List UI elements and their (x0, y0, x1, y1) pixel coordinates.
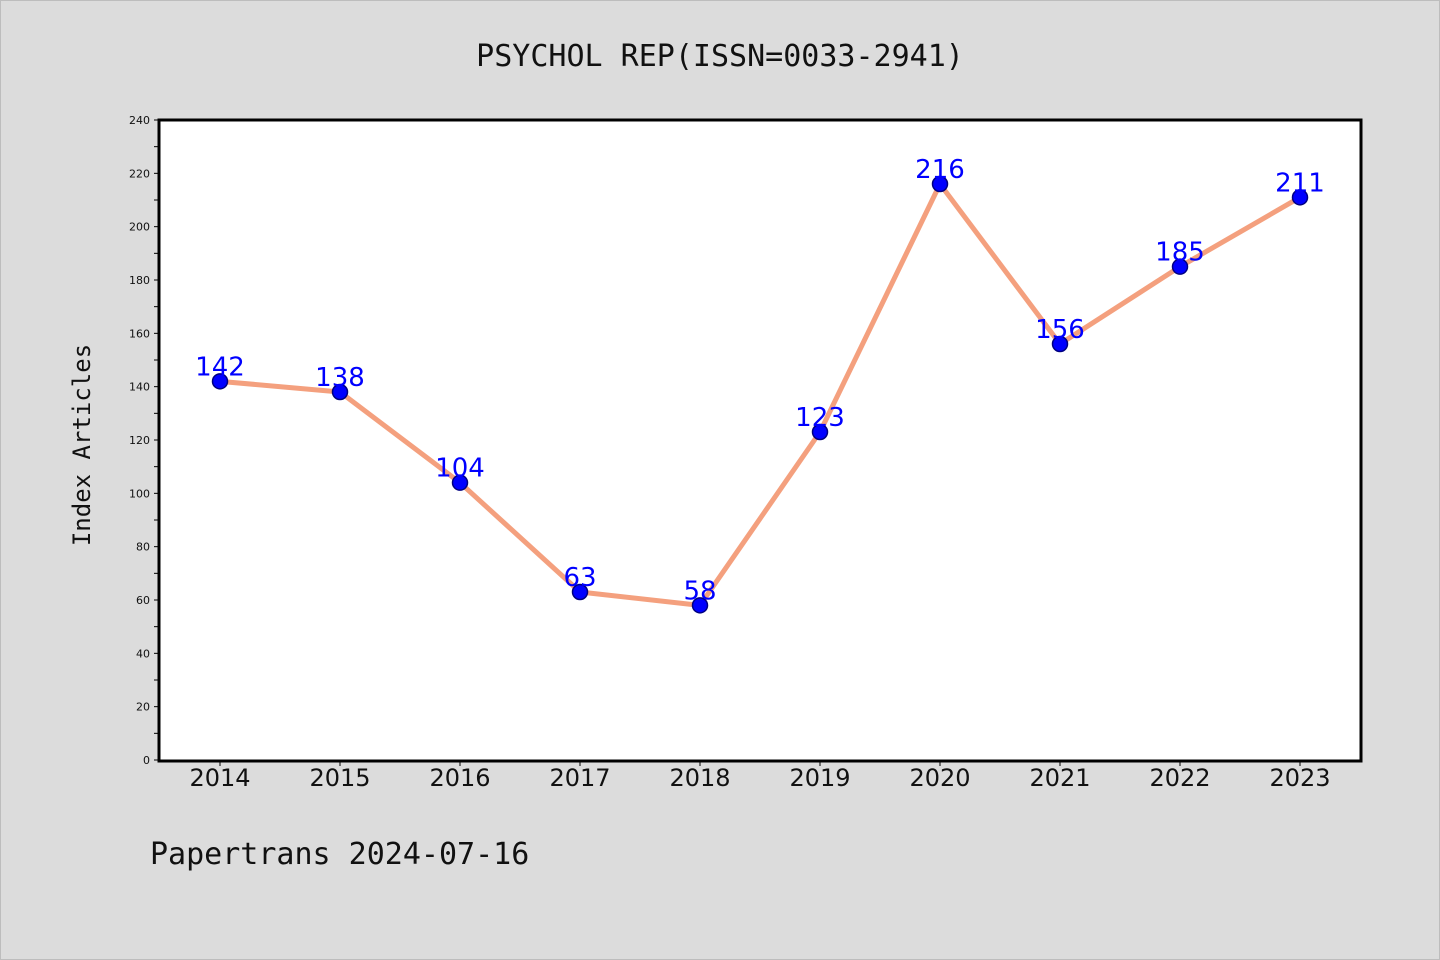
data-label: 211 (1275, 168, 1325, 198)
data-label: 138 (315, 363, 365, 393)
plot-area (157, 118, 1363, 763)
y-tick-label: 140 (129, 381, 150, 394)
y-tick-label: 220 (129, 167, 150, 180)
x-tick-label: 2018 (669, 764, 730, 792)
series-line (217, 181, 1303, 608)
y-tick-label: 120 (129, 434, 150, 447)
x-tick-label: 2021 (1029, 764, 1090, 792)
y-tick-label: 100 (129, 487, 150, 500)
data-label: 58 (683, 576, 716, 606)
data-point (931, 175, 949, 193)
watermark-text: Papertrans 2024-07-16 (150, 837, 529, 872)
data-label: 104 (435, 454, 485, 484)
data-label: 185 (1155, 238, 1205, 268)
x-tick-label: 2023 (1269, 764, 1330, 792)
y-tick-label: 20 (136, 701, 150, 714)
x-tick-label: 2020 (909, 764, 970, 792)
y-tick-label: 80 (136, 541, 150, 554)
data-label: 216 (915, 155, 965, 185)
data-label: 123 (795, 403, 845, 433)
y-axis: 0 20 40 60 80 100 120 140 160 180 200 220 240 (129, 114, 160, 767)
data-label: 142 (195, 352, 245, 382)
y-tick-label: 60 (136, 594, 150, 607)
data-point (1291, 189, 1309, 206)
chart-title: PSYCHOL REP(ISSN=0033-2941) (476, 39, 964, 74)
x-axis: 2014 2015 2016 2017 2018 2019 2020 2021 2022 2023 (189, 760, 1331, 792)
y-tick-label: 160 (129, 327, 150, 340)
y-tick-label: 40 (136, 647, 150, 660)
series-group: 142 138 104 63 58 123 216 156 185 211 (195, 155, 1325, 614)
x-tick-label: 2017 (549, 764, 610, 792)
y-axis-label: Index Articles (68, 344, 96, 546)
y-tick-label: 180 (129, 274, 150, 287)
x-tick-label: 2014 (189, 764, 250, 792)
data-point (571, 583, 589, 601)
data-label: 63 (563, 563, 596, 593)
y-tick-label: 0 (143, 754, 150, 767)
x-tick-label: 2016 (429, 764, 490, 792)
data-point (1051, 335, 1069, 353)
data-label: 156 (1035, 315, 1085, 345)
data-point (331, 383, 349, 401)
y-tick-label: 200 (129, 221, 150, 234)
y-tick-label: 240 (129, 114, 150, 127)
x-tick-label: 2015 (309, 764, 370, 792)
data-point (811, 423, 829, 441)
data-point (211, 373, 229, 390)
data-point (1171, 258, 1189, 275)
data-point (451, 474, 469, 491)
data-point (691, 597, 709, 614)
x-tick-label: 2022 (1149, 764, 1210, 792)
x-tick-label: 2019 (789, 764, 850, 792)
